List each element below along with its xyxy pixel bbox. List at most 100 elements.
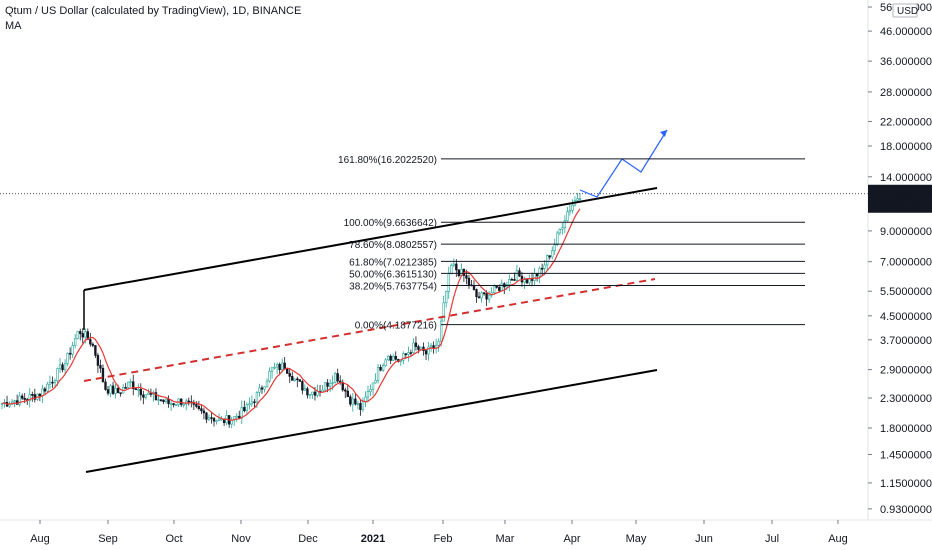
- candle-body: [293, 378, 296, 381]
- fib-label: 78.60%(8.0802557): [349, 240, 437, 251]
- candle-body: [61, 364, 64, 371]
- candle-body: [119, 392, 122, 394]
- candle-body: [308, 394, 312, 396]
- candle-body: [487, 294, 491, 300]
- candle-body: [46, 383, 49, 392]
- candle-body: [215, 420, 218, 422]
- candle-body: [144, 394, 148, 398]
- candle-body: [56, 368, 59, 381]
- candle-body: [23, 397, 26, 400]
- candle-body: [371, 382, 375, 390]
- channel-lower-line: [85, 369, 658, 473]
- candle-body: [311, 391, 314, 395]
- x-tick-label: Mar: [496, 533, 515, 545]
- candle-body: [68, 352, 72, 355]
- x-tick-label: Jun: [695, 533, 713, 545]
- candle-body: [157, 399, 160, 401]
- y-tick-label: 22.0000000: [880, 116, 932, 128]
- candle-body: [482, 292, 486, 295]
- candle-body: [546, 255, 549, 266]
- projection-path: [579, 129, 668, 198]
- candle-body: [104, 381, 107, 390]
- y-tick-label: 2.9000000: [880, 365, 932, 377]
- candle-body: [558, 228, 561, 234]
- candle-body: [354, 398, 357, 405]
- candle-body: [386, 355, 390, 361]
- x-tick-label: Feb: [434, 533, 453, 545]
- candle-body: [412, 342, 415, 354]
- y-tick-label: 18.0000000: [880, 141, 932, 153]
- candle-body: [303, 388, 307, 391]
- candle-body: [169, 403, 173, 405]
- x-tick-label: Oct: [165, 533, 182, 545]
- candle-body: [96, 355, 100, 366]
- candle-body: [197, 406, 201, 409]
- candle-body: [66, 352, 69, 364]
- candle-body: [111, 385, 115, 394]
- candle-body: [437, 340, 440, 346]
- candle-body: [477, 296, 481, 299]
- candle-body: [154, 392, 158, 400]
- candle-body: [379, 367, 382, 371]
- candle-body: [328, 383, 332, 387]
- candle-body: [447, 273, 450, 292]
- candle-body: [74, 338, 77, 346]
- candle-body: [472, 285, 476, 290]
- candle-body: [202, 410, 206, 414]
- moving-average-line: [1, 208, 581, 421]
- candle-body: [422, 346, 425, 352]
- candle-body: [99, 365, 102, 369]
- candle-body: [18, 395, 21, 405]
- candle-body: [76, 331, 79, 339]
- candle-body: [94, 345, 97, 356]
- fib-label: 50.00%(6.3615130): [349, 269, 437, 280]
- candle-body: [263, 386, 266, 390]
- y-tick-label: 5.5000000: [880, 286, 932, 298]
- candles: [0, 192, 582, 429]
- candle-body: [41, 388, 44, 396]
- candle-body: [207, 417, 211, 420]
- candle-body: [58, 364, 62, 369]
- candle-body: [71, 345, 74, 355]
- candle-body: [344, 389, 347, 392]
- candle-body: [137, 389, 140, 391]
- candle-body: [265, 380, 269, 388]
- candle-body: [134, 388, 137, 390]
- candle-body: [439, 320, 443, 342]
- candle-body: [182, 403, 185, 406]
- candle-body: [222, 418, 226, 424]
- candle-body: [361, 401, 365, 410]
- candle-body: [172, 403, 175, 406]
- candle-body: [548, 255, 551, 258]
- candle-body: [480, 292, 483, 299]
- candle-body: [195, 404, 198, 407]
- candle-body: [356, 403, 360, 405]
- candle-body: [283, 362, 286, 370]
- candle-body: [268, 370, 271, 382]
- candle-body: [455, 263, 458, 271]
- candle-body: [500, 283, 503, 291]
- candle-body: [349, 396, 352, 405]
- candle-body: [407, 352, 410, 355]
- candle-body: [253, 401, 256, 404]
- candle-body: [313, 391, 317, 396]
- candle-body: [556, 232, 559, 246]
- y-tick-label: 0.9300000: [880, 504, 932, 516]
- candle-body: [288, 373, 291, 377]
- channel-upper-line: [83, 187, 658, 291]
- candle-body: [200, 408, 203, 412]
- channel-midline: [83, 278, 656, 382]
- candle-body: [109, 385, 112, 394]
- candle-body: [331, 382, 334, 384]
- candle-body: [366, 391, 370, 398]
- fib-label: 38.20%(5.7637754): [349, 281, 437, 292]
- candle-body: [485, 293, 488, 300]
- candle-body: [33, 394, 36, 400]
- candle-body: [424, 350, 428, 355]
- candle-body: [571, 204, 574, 211]
- candle-body: [427, 346, 430, 355]
- candle-body: [240, 407, 243, 419]
- current-price-badge: [868, 184, 932, 213]
